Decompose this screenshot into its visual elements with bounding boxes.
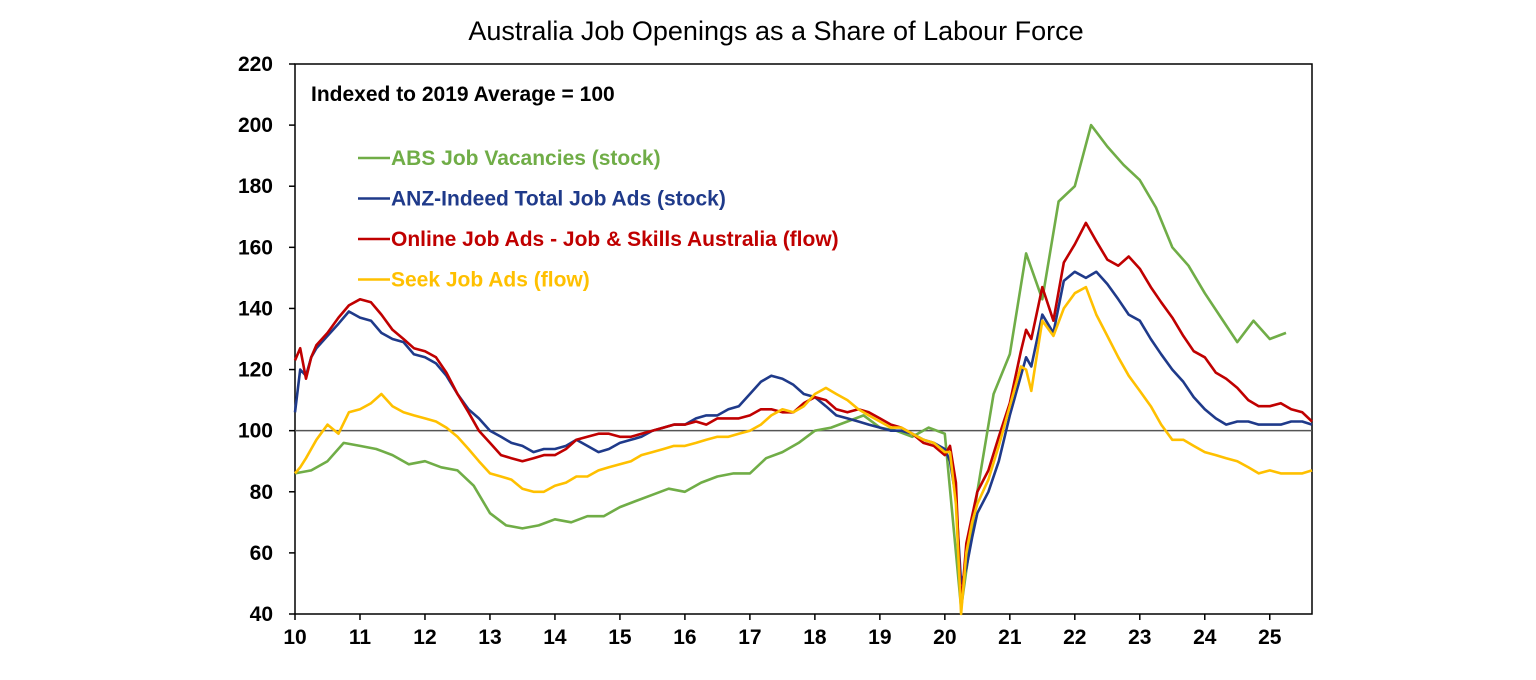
series-line-3 bbox=[293, 221, 1313, 610]
chart-annotation: Indexed to 2019 Average = 100 bbox=[311, 83, 615, 106]
y-tick-label: 140 bbox=[238, 297, 273, 320]
x-tick-label: 14 bbox=[543, 626, 567, 649]
plot-border bbox=[294, 63, 1313, 615]
y-tick-label: 60 bbox=[250, 542, 273, 565]
y-tick-label: 40 bbox=[250, 603, 273, 626]
legend: ABS Job Vacancies (stock) ANZ-Indeed Tota… bbox=[358, 147, 839, 292]
x-tick-label: 17 bbox=[738, 626, 761, 649]
y-tick-label: 100 bbox=[238, 420, 273, 443]
plot-area bbox=[294, 63, 1313, 615]
x-tick-label: 25 bbox=[1258, 626, 1282, 649]
legend-label: Online Job Ads - Job & Skills Australia … bbox=[391, 228, 839, 251]
y-tick-label: 180 bbox=[238, 175, 273, 198]
series-line-1 bbox=[294, 123, 1287, 610]
series-lines bbox=[293, 123, 1313, 616]
y-tick-label: 160 bbox=[238, 236, 273, 259]
x-tick-label: 23 bbox=[1128, 626, 1151, 649]
y-tick-label: 120 bbox=[238, 359, 273, 382]
legend-label: Seek Job Ads (flow) bbox=[391, 269, 590, 292]
legend-label: ANZ-Indeed Total Job Ads (stock) bbox=[391, 188, 726, 211]
x-tick-label: 19 bbox=[868, 626, 891, 649]
x-tick-label: 22 bbox=[1063, 626, 1086, 649]
y-tick-label: 200 bbox=[238, 114, 273, 137]
x-tick-label: 20 bbox=[933, 626, 956, 649]
x-tick-label: 24 bbox=[1193, 626, 1217, 649]
y-tick-label: 220 bbox=[238, 53, 273, 76]
x-axis: 10 11 12 13 14 15 16 17 18 19 20 21 22 23 24 25 bbox=[283, 614, 1282, 649]
x-tick-label: 12 bbox=[413, 626, 436, 649]
y-axis: 40 60 80 100 120 140 160 180 200 220 bbox=[238, 53, 295, 626]
x-tick-label: 10 bbox=[283, 626, 306, 649]
x-tick-label: 21 bbox=[998, 626, 1022, 649]
x-tick-label: 11 bbox=[349, 626, 372, 649]
x-tick-label: 18 bbox=[803, 626, 827, 649]
y-tick-label: 80 bbox=[250, 481, 273, 504]
legend-label: ABS Job Vacancies (stock) bbox=[391, 147, 661, 170]
x-tick-label: 16 bbox=[673, 626, 696, 649]
series-line-4 bbox=[294, 285, 1313, 616]
x-tick-label: 15 bbox=[608, 626, 632, 649]
x-tick-label: 13 bbox=[478, 626, 501, 649]
chart-title: Australia Job Openings as a Share of Lab… bbox=[468, 16, 1083, 46]
